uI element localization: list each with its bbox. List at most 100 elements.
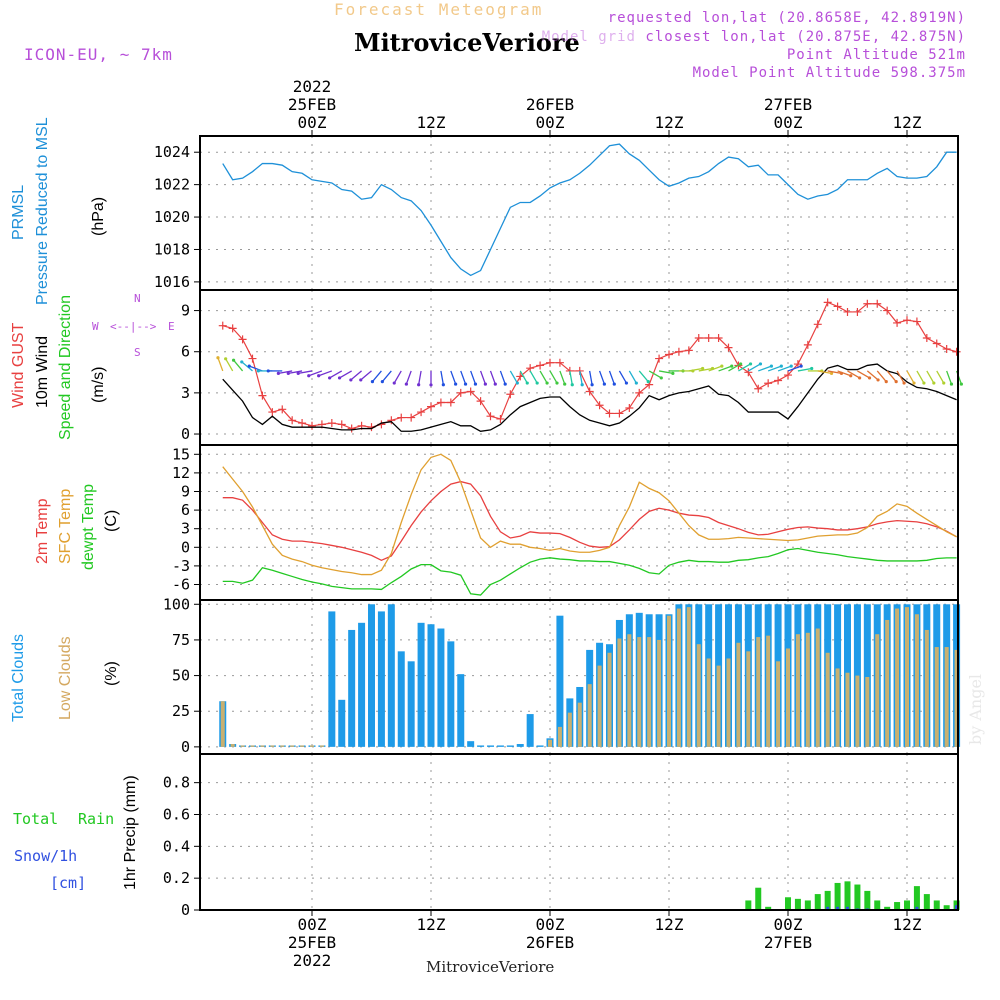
wind-barb-head: [337, 376, 342, 380]
wind-barb: [708, 365, 723, 372]
wind-barb-head: [701, 366, 705, 371]
requested-coords: requested lon,lat (20.8658E, 42.8919N): [607, 10, 966, 26]
wind-gust-marker: [942, 344, 951, 353]
low-cloud-bar: [567, 712, 572, 747]
low-cloud-bar: [815, 628, 820, 747]
pressure-ytick-label: 1020: [154, 208, 190, 226]
rain-bar: [765, 906, 772, 910]
low-cloud-bar: [756, 637, 761, 747]
wind-barb-head: [884, 380, 888, 384]
closest-value: closest lon,lat (20.875E, 42.875N): [645, 29, 966, 45]
total-cloud-bar: [556, 615, 564, 747]
footer-location: MitroviceVeriore: [426, 958, 555, 976]
compass-s: S: [134, 346, 141, 359]
wind-gust-marker: [585, 387, 594, 396]
wind-gust-marker: [813, 320, 822, 329]
wind-barb-head: [392, 381, 396, 385]
prmsl-line: [222, 143, 957, 277]
bottom-time-label: 26FEB: [526, 933, 574, 952]
wind-gust-marker: [595, 401, 604, 410]
wind-barb-head: [810, 366, 814, 371]
top-time-label: 27FEB: [764, 95, 812, 114]
wind-barb: [381, 370, 392, 383]
bottom-time-label: 25FEB: [288, 933, 336, 952]
wind-gust-marker: [823, 298, 832, 307]
low-cloud-bar: [577, 702, 582, 747]
closest-coords: Model grid closest lon,lat (20.875E, 42.…: [542, 29, 966, 45]
rain-bar: [745, 900, 752, 910]
wind-gust-marker: [258, 391, 267, 400]
wind-gust-marker: [347, 424, 356, 433]
wind-barb: [339, 370, 352, 379]
wind-gust-marker: [555, 358, 564, 367]
wind-barb: [787, 365, 802, 372]
precip-ytick-label: 0: [181, 901, 190, 919]
total-cloud-bar: [496, 745, 504, 747]
wind-barb-head: [216, 356, 220, 360]
wind-gust-marker: [863, 299, 872, 308]
wind-gust-marker: [446, 398, 455, 407]
wind-gust-marker: [784, 371, 792, 380]
wind-barb-head: [515, 381, 519, 385]
wind-barb-head: [902, 381, 906, 385]
wind-gust-marker: [456, 388, 465, 397]
bottom-time-label: 00Z: [298, 915, 327, 934]
wind-gust-marker: [665, 350, 673, 359]
pressure-ytick-label: 1016: [154, 273, 190, 291]
wind-gust-marker: [932, 339, 941, 348]
pressure-ytick-label: 1024: [154, 143, 190, 161]
rain-bar: [933, 900, 940, 910]
wind-barb: [777, 365, 792, 372]
wind-ytick-label: 3: [181, 384, 190, 402]
total-cloud-bar: [328, 611, 336, 747]
wind-barb-head: [799, 364, 803, 368]
clouds-ytick-label: 25: [172, 702, 190, 720]
wind-barb-head: [829, 371, 834, 375]
wind-gust-marker: [803, 340, 812, 349]
rain-bar: [854, 884, 861, 910]
wind-barb-head: [441, 383, 445, 387]
wind-barb: [936, 370, 945, 384]
wind-barb: [440, 370, 444, 385]
low-cloud-bar: [270, 745, 275, 747]
rain-bar: [923, 894, 930, 910]
low-cloud-bar: [795, 634, 800, 747]
low-cloud-bar: [706, 658, 711, 747]
wind-barb-head: [473, 382, 478, 386]
wind-barb: [598, 370, 605, 385]
total-cloud-bar: [437, 628, 445, 747]
rain-bar: [913, 886, 920, 910]
compass-icon: N W E S <--|-->: [90, 290, 180, 360]
low-cloud-bar: [280, 745, 285, 747]
wind-gust-marker: [724, 343, 733, 352]
wind-barb-head: [876, 378, 880, 382]
wind-barb-head: [942, 381, 946, 385]
low-cloud-bar: [240, 745, 245, 747]
pressure-frame: [199, 135, 959, 291]
wind-barb-head: [286, 371, 290, 375]
low-cloud-bar: [905, 607, 909, 747]
wind-ytick-label: 0: [181, 425, 190, 443]
rain-bar: [804, 900, 811, 910]
wind-barb-head: [912, 381, 916, 385]
wind-barb-head: [231, 358, 236, 362]
wind-barb: [519, 370, 528, 384]
wind-10m-line: [222, 363, 957, 432]
wind-barb-head: [758, 362, 763, 366]
wind-barb: [360, 370, 372, 381]
total-cloud-bar: [477, 745, 485, 747]
top-time-label: 12Z: [655, 113, 684, 132]
wind-gust-marker: [407, 413, 416, 422]
low-cloud-bar: [736, 642, 741, 747]
wind-barb-head: [769, 364, 774, 368]
meteogram-faint-title: Forecast Meteogram: [334, 0, 544, 19]
wind-barb-head: [545, 381, 549, 385]
wind-barb-head: [671, 371, 675, 375]
wind-gust-marker: [615, 409, 624, 418]
wind-gust-marker: [536, 361, 545, 370]
wind-barb: [489, 370, 496, 385]
low-cloud-bar: [825, 652, 830, 747]
wind-barb: [628, 370, 637, 384]
wind-gust-marker: [268, 408, 277, 417]
